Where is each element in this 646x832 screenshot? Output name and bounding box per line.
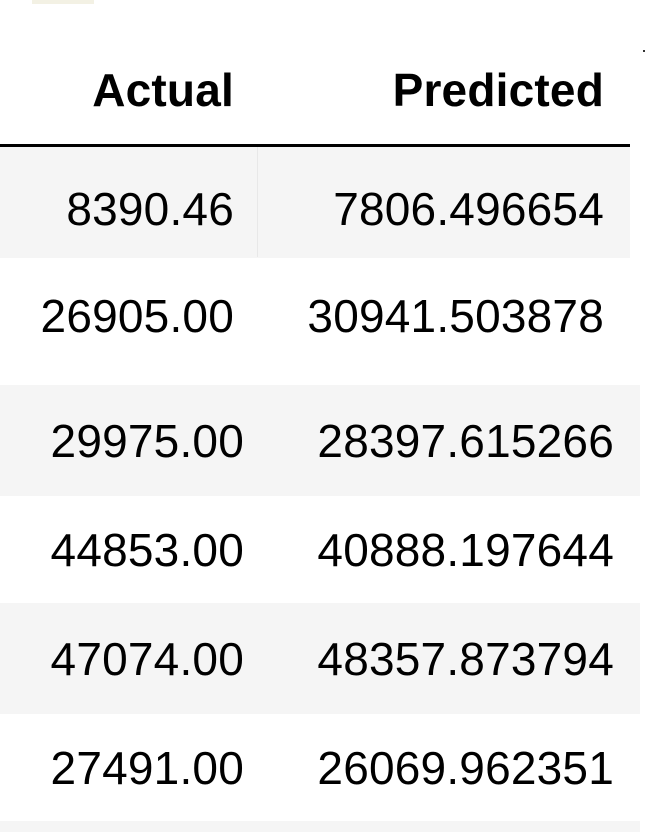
header-rule — [0, 144, 630, 147]
cell-actual: 27491.00 — [50, 742, 244, 794]
row-stripe — [0, 821, 640, 832]
cell-predicted: 48357.873794 — [317, 633, 614, 685]
column-header-actual: Actual — [92, 64, 234, 116]
cell-actual: 8390.46 — [66, 183, 234, 235]
cell-predicted: 7806.496654 — [333, 183, 604, 235]
cell-actual: 26905.00 — [40, 290, 234, 342]
corner-swatch — [32, 0, 94, 4]
cell-predicted: 30941.503878 — [307, 290, 604, 342]
cell-predicted: 26069.962351 — [317, 742, 614, 794]
row-stripe — [0, 603, 640, 714]
edge-mark — [643, 50, 645, 52]
cell-predicted: 28397.615266 — [317, 415, 614, 467]
cell-actual: 44853.00 — [50, 524, 244, 576]
cell-actual: 47074.00 — [50, 633, 244, 685]
row-stripe — [0, 385, 640, 496]
column-header-predicted: Predicted — [392, 64, 604, 116]
cell-actual: 29975.00 — [50, 415, 244, 467]
column-divider — [257, 147, 258, 257]
row-stripe — [0, 147, 630, 258]
cell-predicted: 40888.197644 — [317, 524, 614, 576]
